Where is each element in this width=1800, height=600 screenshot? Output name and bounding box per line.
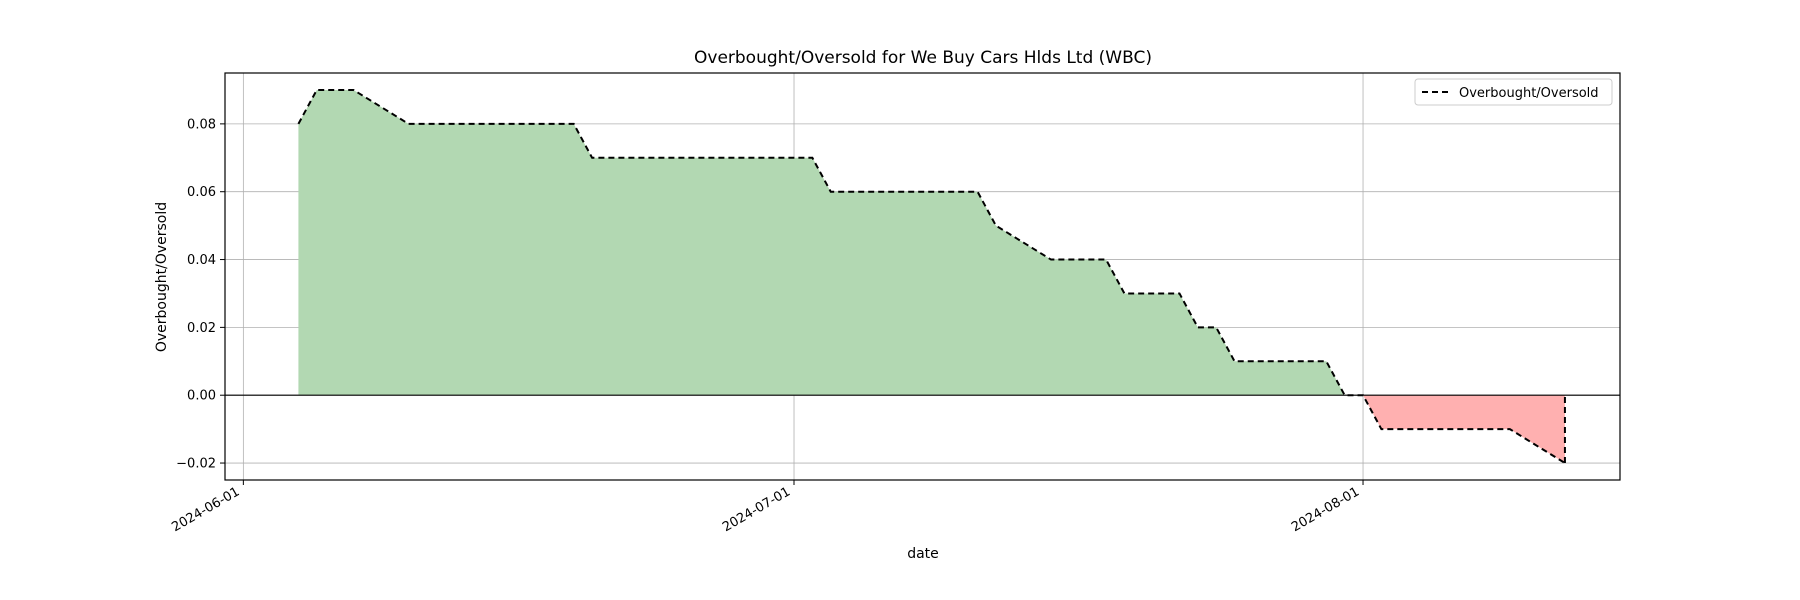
- y-tick-label: 0.02: [187, 321, 216, 336]
- y-tick-label: −0.02: [176, 457, 216, 472]
- y-axis-label: Overbought/Oversold: [154, 202, 170, 352]
- series-line: [297, 88, 1566, 464]
- y-tick-label: 0.00: [187, 389, 216, 404]
- positive-fill-area: [298, 89, 1565, 396]
- x-tick-label: 2024-07-01: [720, 484, 793, 535]
- x-tick-label: 2024-06-01: [169, 484, 242, 535]
- y-tick-label: 0.06: [187, 185, 216, 200]
- negative-fill-area: [298, 395, 1565, 464]
- y-tick-label: 0.04: [187, 253, 216, 268]
- x-tick-label: 2024-08-01: [1289, 484, 1362, 535]
- y-tick-label: 0.08: [187, 117, 216, 132]
- legend: Overbought/Oversold: [1414, 78, 1613, 106]
- legend-box: [1414, 78, 1613, 106]
- plot-frame: [224, 72, 1621, 481]
- legend-label: Overbought/Oversold: [1459, 86, 1599, 101]
- x-axis-label: date: [907, 546, 939, 562]
- chart-title: Overbought/Oversold for We Buy Cars Hlds…: [694, 48, 1152, 68]
